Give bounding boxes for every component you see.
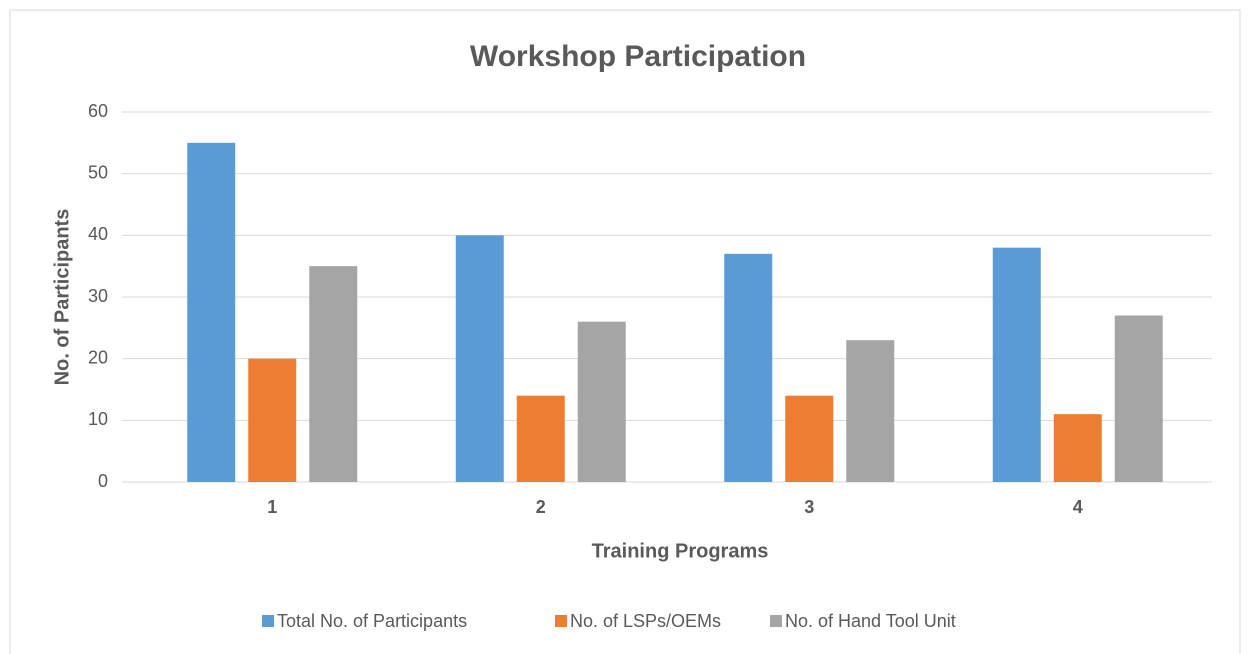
bar xyxy=(455,235,504,482)
x-tick-label: 4 xyxy=(1073,497,1083,517)
y-tick-label: 60 xyxy=(88,101,108,121)
legend-swatch xyxy=(555,615,567,627)
bar xyxy=(516,395,565,482)
bar xyxy=(309,266,358,482)
x-tick-label: 2 xyxy=(536,497,546,517)
bar xyxy=(248,358,297,482)
legend-label: No. of LSPs/OEMs xyxy=(570,611,721,631)
legend-swatch xyxy=(770,615,782,627)
x-axis-title: Training Programs xyxy=(592,540,769,562)
x-tick-label: 3 xyxy=(804,497,814,517)
legend-swatch xyxy=(262,615,274,627)
y-tick-label: 30 xyxy=(88,286,108,306)
bar xyxy=(846,340,895,482)
y-tick-label: 0 xyxy=(98,471,108,491)
y-tick-label: 40 xyxy=(88,224,108,244)
legend-label: Total No. of Participants xyxy=(277,611,467,631)
y-tick-label: 10 xyxy=(88,409,108,429)
chart-title: Workshop Participation xyxy=(470,40,806,73)
bar xyxy=(785,395,834,482)
bar xyxy=(1114,315,1163,482)
x-tick-label: 1 xyxy=(267,497,277,517)
bar xyxy=(577,321,626,482)
bar xyxy=(187,142,236,483)
y-tick-label: 20 xyxy=(88,347,108,367)
bar xyxy=(724,253,773,482)
bar xyxy=(1053,414,1102,482)
y-tick-label: 50 xyxy=(88,162,108,182)
y-axis-title: No. of Participants xyxy=(51,209,73,386)
legend-label: No. of Hand Tool Unit xyxy=(785,611,956,631)
bar xyxy=(992,247,1041,482)
